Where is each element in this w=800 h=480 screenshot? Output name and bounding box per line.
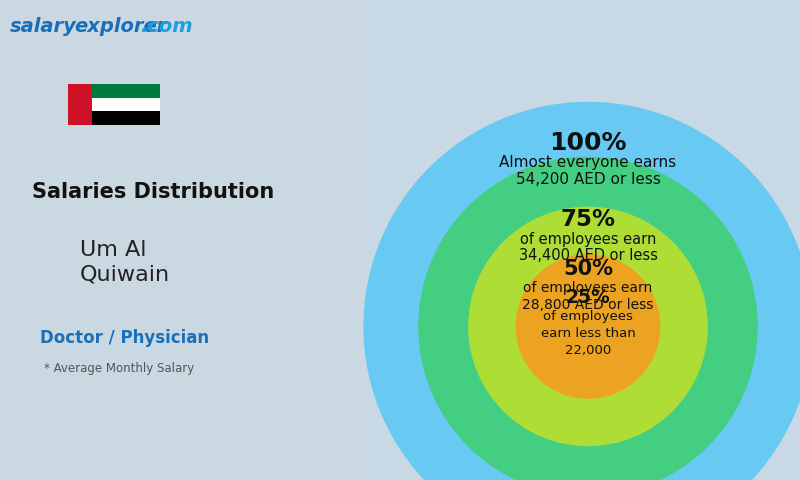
Text: of employees: of employees (543, 310, 633, 323)
Text: of employees earn: of employees earn (523, 281, 653, 295)
Text: 34,400 AED or less: 34,400 AED or less (518, 249, 658, 264)
Bar (68, 84, 160, 125)
Text: 50%: 50% (563, 259, 613, 279)
Text: Almost everyone earns: Almost everyone earns (499, 155, 677, 170)
Text: * Average Monthly Salary: * Average Monthly Salary (44, 362, 194, 375)
Text: 25%: 25% (566, 288, 610, 307)
Text: explorer: explorer (74, 17, 166, 36)
Ellipse shape (418, 156, 758, 480)
Text: 22,000: 22,000 (565, 344, 611, 357)
Text: salary: salary (10, 17, 77, 36)
Bar (92, 84, 160, 98)
Text: 75%: 75% (561, 208, 615, 231)
Text: earn less than: earn less than (541, 327, 635, 340)
Text: Um Al
Quiwain: Um Al Quiwain (80, 240, 170, 285)
Text: 54,200 AED or less: 54,200 AED or less (515, 171, 661, 187)
Text: .com: .com (140, 17, 193, 36)
Text: 28,800 AED or less: 28,800 AED or less (522, 298, 654, 312)
Ellipse shape (516, 254, 660, 399)
Text: Salaries Distribution: Salaries Distribution (32, 182, 274, 203)
Ellipse shape (363, 102, 800, 480)
Bar (0, 0, 368, 480)
Text: of employees earn: of employees earn (520, 232, 656, 247)
Bar (68, 84, 92, 125)
Bar (92, 111, 160, 125)
Text: Doctor / Physician: Doctor / Physician (40, 329, 209, 347)
Text: 100%: 100% (550, 131, 626, 155)
Ellipse shape (468, 206, 708, 446)
